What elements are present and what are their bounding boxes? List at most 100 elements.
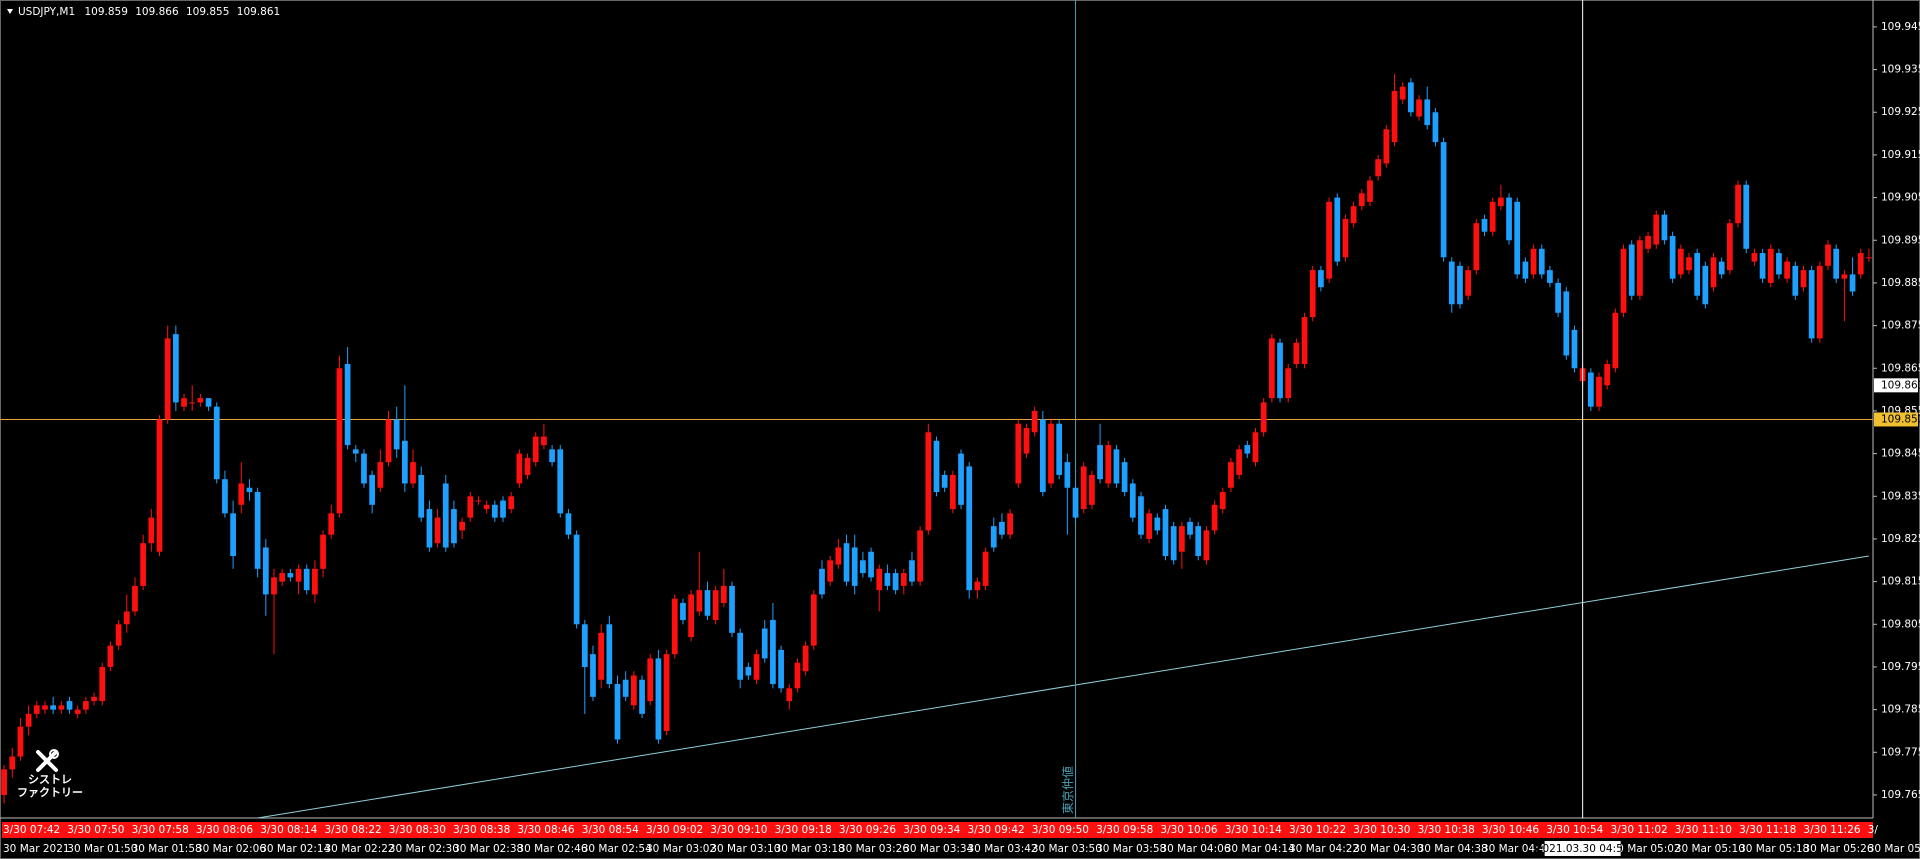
candle-body <box>532 436 539 463</box>
candle-body <box>1866 257 1872 259</box>
jst-label: 3/30 09:02 <box>646 824 703 836</box>
candle-body <box>393 419 400 450</box>
candle-body <box>1547 270 1553 283</box>
candle-body <box>369 474 376 505</box>
candle-body <box>418 474 425 518</box>
candle-body <box>1702 265 1709 305</box>
candle-body <box>1187 521 1193 535</box>
candle-body <box>1146 513 1153 539</box>
candle-body <box>1530 248 1537 275</box>
candle-body <box>688 594 694 638</box>
x-tick-label: 30 Mar 04:38 <box>1418 843 1488 855</box>
jst-label: 3/ <box>1868 824 1879 836</box>
candle-body <box>1383 129 1390 164</box>
candle-body <box>66 701 73 710</box>
candle-body <box>884 573 891 586</box>
jst-label: 3/30 10:14 <box>1225 824 1282 836</box>
candle-body <box>1735 184 1741 224</box>
jst-label: 3/30 09:18 <box>775 824 832 836</box>
candle-body <box>1563 291 1570 356</box>
x-tick-label: 30 Mar 05:10 <box>1675 843 1745 855</box>
candle-body <box>50 705 57 710</box>
candle-body <box>1 769 7 795</box>
level-tag-box <box>1874 412 1918 427</box>
candle-body <box>1792 265 1799 296</box>
candle-body <box>925 432 932 531</box>
candle-body <box>1628 244 1635 296</box>
collapse-icon[interactable] <box>7 9 13 14</box>
candle-body <box>827 560 834 582</box>
candle-body <box>1432 112 1439 143</box>
candle-body <box>442 483 449 548</box>
jst-label: 3/30 08:14 <box>260 824 317 836</box>
candle-body <box>1113 449 1120 484</box>
y-tick-label: 109.875 <box>1881 320 1920 332</box>
candle-body <box>426 509 433 548</box>
candle-body <box>410 462 416 484</box>
candle-body <box>1489 201 1496 232</box>
y-tick-label: 109.765 <box>1881 789 1920 801</box>
candle-body <box>123 611 130 625</box>
candle-body <box>1334 197 1341 262</box>
candle-body <box>1448 261 1455 305</box>
candle-body <box>1023 428 1030 454</box>
candle-body <box>352 449 359 454</box>
candle-body <box>1759 253 1766 279</box>
y-tick-label: 109.935 <box>1881 64 1920 76</box>
candle-body <box>17 726 24 757</box>
candle-body <box>1318 270 1324 288</box>
candle-body <box>1097 445 1103 480</box>
level-tag: 109.853 <box>1881 413 1920 425</box>
y-tick-label: 109.775 <box>1881 746 1920 758</box>
candle-body <box>148 517 155 544</box>
candle-body <box>213 406 220 480</box>
candle-body <box>1138 496 1144 535</box>
candle-body <box>1211 504 1218 531</box>
candle-body <box>1121 462 1128 493</box>
candle-body <box>1244 445 1251 454</box>
candle-body <box>778 649 784 689</box>
x-tick-label: 30 Mar 05:26 <box>1803 843 1873 855</box>
candle-body <box>1195 526 1202 557</box>
x-tick-label: 30 Mar 03:10 <box>710 843 780 855</box>
candle-body <box>1857 253 1864 275</box>
watermark-icon-ring <box>49 749 59 759</box>
candle-body <box>115 624 122 646</box>
candle-body <box>1506 197 1512 241</box>
x-tick-label: 30 Mar 05:02 <box>1611 843 1681 855</box>
jst-label: 3/30 09:58 <box>1096 824 1153 836</box>
candle-body <box>107 645 114 667</box>
y-tick-label: 109.925 <box>1881 106 1920 118</box>
candle-body <box>1587 372 1594 407</box>
watermark-icon <box>36 750 58 772</box>
candle-body <box>639 679 645 714</box>
candle-body <box>819 568 825 595</box>
candle-body <box>1710 257 1717 288</box>
candle-body <box>958 453 964 505</box>
crosshair-time-box <box>1544 841 1621 856</box>
candle-body <box>1170 526 1177 561</box>
chart-title: USDJPY,M1 109.859 109.866 109.855 109.86… <box>18 6 280 18</box>
candle-body <box>1808 270 1815 339</box>
candle-body <box>909 560 915 582</box>
candle-body <box>1203 530 1210 561</box>
candle-body <box>999 521 1005 535</box>
candle-body <box>794 662 801 689</box>
candle-body <box>761 628 768 659</box>
y-tick-label: 109.785 <box>1881 704 1920 716</box>
candle-body <box>303 568 310 591</box>
candle-body <box>573 534 580 625</box>
candle-body <box>491 504 498 518</box>
candle-body <box>222 479 228 514</box>
candle-body <box>181 398 187 407</box>
candle-body <box>1604 363 1611 386</box>
candle-body <box>25 713 32 727</box>
x-tick-label: 30 Mar 04:22 <box>1289 843 1359 855</box>
candle-body <box>606 624 613 685</box>
candle-body <box>33 705 40 714</box>
y-tick-label: 109.865 <box>1881 362 1920 374</box>
candle-body <box>295 568 302 582</box>
candle-body <box>974 581 981 591</box>
candle-body <box>933 440 940 493</box>
x-tick-label: 30 Mar 05:18 <box>1739 843 1809 855</box>
